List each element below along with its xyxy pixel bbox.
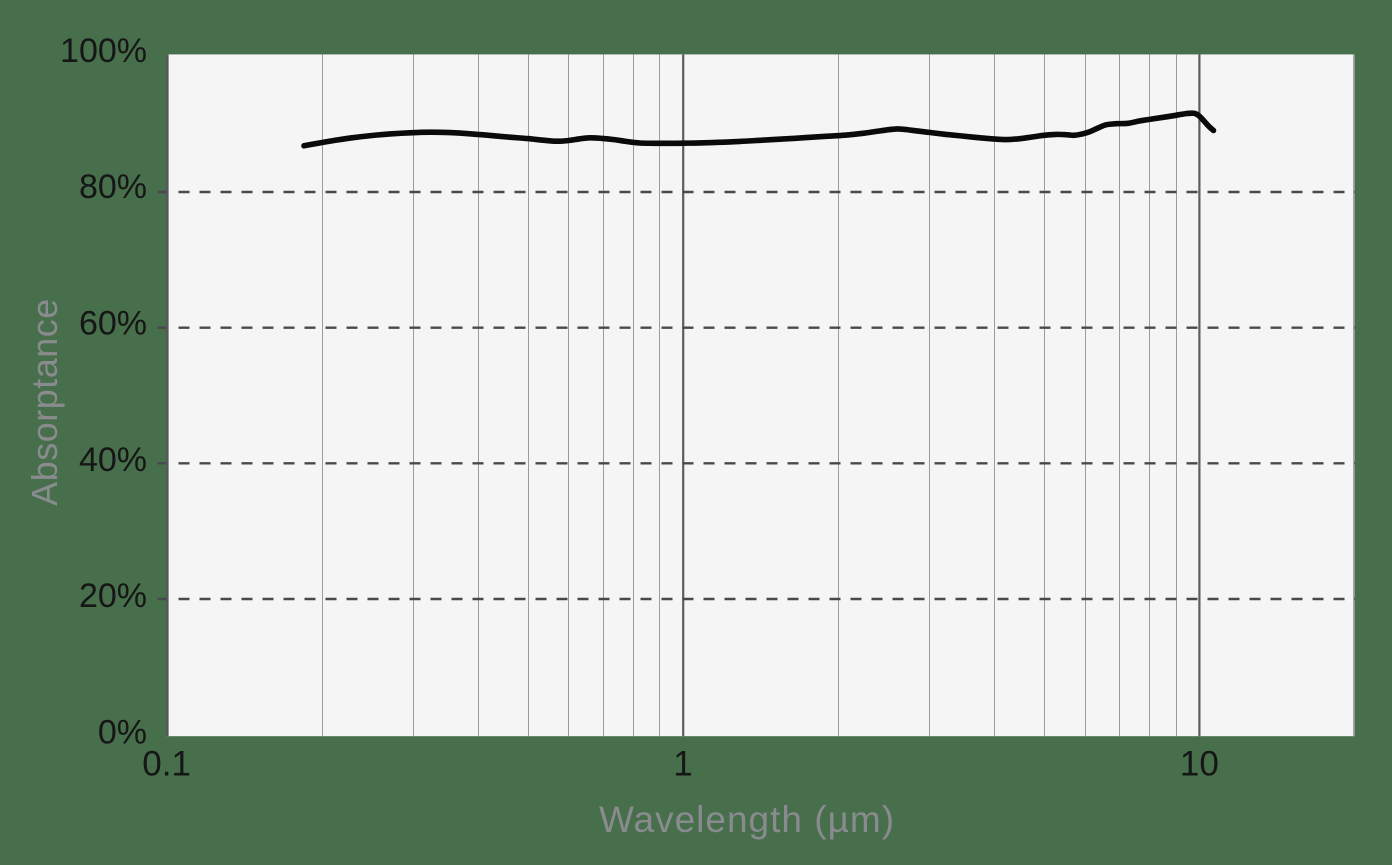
svg-text:0%: 0% — [98, 713, 147, 751]
svg-text:80%: 80% — [79, 168, 147, 206]
svg-text:100%: 100% — [60, 32, 147, 70]
svg-text:0.1: 0.1 — [142, 745, 191, 784]
svg-text:60%: 60% — [79, 305, 147, 343]
svg-text:Wavelength (µm): Wavelength (µm) — [599, 799, 895, 840]
svg-text:40%: 40% — [79, 441, 147, 479]
svg-text:Absorptance: Absorptance — [24, 298, 65, 506]
svg-text:10: 10 — [1180, 745, 1219, 784]
svg-text:1: 1 — [673, 745, 692, 784]
svg-text:20%: 20% — [79, 577, 147, 615]
